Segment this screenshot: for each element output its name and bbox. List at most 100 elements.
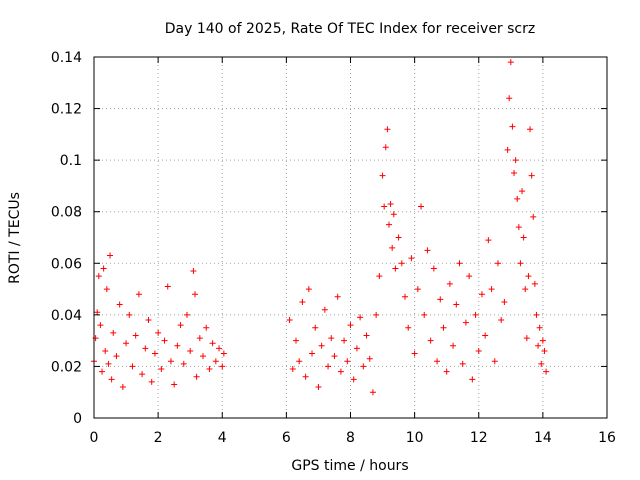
data-point	[453, 301, 460, 308]
data-point	[472, 311, 479, 318]
data-point	[344, 358, 351, 365]
data-point	[132, 332, 139, 339]
x-tick-labels: 0 2 4 6 8 10 12 14 16	[90, 430, 616, 446]
data-point	[219, 363, 226, 370]
data-point	[539, 337, 546, 344]
data-point	[478, 291, 485, 298]
y-tick-label: 0.02	[51, 359, 82, 375]
data-point	[94, 309, 101, 316]
data-point	[482, 332, 489, 339]
data-point	[292, 337, 299, 344]
data-point	[427, 337, 434, 344]
data-point	[296, 358, 303, 365]
data-point	[523, 335, 530, 342]
data-point	[440, 324, 447, 331]
data-point	[538, 360, 545, 367]
data-point	[155, 329, 162, 336]
data-point	[475, 347, 482, 354]
data-point	[196, 335, 203, 342]
data-point	[411, 350, 418, 357]
data-point	[206, 366, 213, 373]
data-point	[530, 213, 537, 220]
data-point	[536, 324, 543, 331]
data-point	[494, 260, 501, 267]
data-point	[142, 345, 149, 352]
data-point	[212, 358, 219, 365]
data-point	[456, 260, 463, 267]
data-point	[382, 144, 389, 151]
data-point	[167, 358, 174, 365]
data-point	[507, 59, 514, 66]
data-point	[123, 340, 130, 347]
data-point	[321, 306, 328, 313]
data-point	[183, 311, 190, 318]
data-point	[376, 273, 383, 280]
data-point	[360, 363, 367, 370]
data-point	[469, 376, 476, 383]
data-point	[191, 291, 198, 298]
data-point	[200, 353, 207, 360]
data-point	[434, 358, 441, 365]
data-point	[504, 146, 511, 153]
y-tick-label: 0.1	[60, 153, 82, 169]
data-point	[424, 247, 431, 254]
data-point	[350, 376, 357, 383]
data-point	[289, 366, 296, 373]
data-point	[501, 298, 508, 305]
y-tick-label: 0.14	[51, 50, 82, 66]
y-tick-label: 0.08	[51, 205, 82, 221]
data-point	[414, 286, 421, 293]
x-tick-label: 14	[534, 430, 552, 446]
data-point	[543, 368, 550, 375]
data-point	[145, 317, 152, 324]
data-point	[116, 301, 123, 308]
data-point	[286, 317, 293, 324]
data-point	[437, 296, 444, 303]
data-point	[129, 363, 136, 370]
data-point	[216, 345, 223, 352]
data-point	[102, 347, 109, 354]
data-point	[384, 126, 391, 133]
data-point	[373, 311, 380, 318]
data-point	[95, 273, 102, 280]
data-point	[105, 360, 112, 367]
data-point	[318, 342, 325, 349]
data-point	[515, 224, 522, 231]
y-tick-label: 0	[73, 411, 82, 427]
data-point	[151, 350, 158, 357]
data-point	[402, 293, 409, 300]
data-point	[312, 324, 319, 331]
data-point	[220, 350, 227, 357]
data-point	[341, 337, 348, 344]
data-point	[148, 378, 155, 385]
data-point	[517, 260, 524, 267]
data-point	[302, 373, 309, 380]
y-axis-label: ROTI / TECUs	[7, 192, 23, 284]
data-point	[462, 319, 469, 326]
data-point	[498, 317, 505, 324]
data-point	[203, 324, 210, 331]
data-point	[100, 265, 107, 272]
data-point	[164, 283, 171, 290]
data-point	[177, 322, 184, 329]
data-point	[531, 280, 538, 287]
data-point	[363, 332, 370, 339]
data-point	[334, 293, 341, 300]
data-point	[135, 291, 142, 298]
data-point	[387, 200, 394, 207]
data-point	[357, 314, 364, 321]
data-point	[325, 363, 332, 370]
data-point	[309, 350, 316, 357]
data-points	[91, 59, 550, 396]
data-point	[108, 376, 115, 383]
data-point	[171, 381, 178, 388]
data-point	[180, 360, 187, 367]
data-point	[485, 237, 492, 244]
data-point	[509, 123, 516, 130]
grid-lines	[94, 57, 607, 418]
data-point	[126, 311, 133, 318]
data-point	[541, 347, 548, 354]
data-point	[107, 252, 114, 259]
data-point	[385, 221, 392, 228]
data-point	[209, 340, 216, 347]
